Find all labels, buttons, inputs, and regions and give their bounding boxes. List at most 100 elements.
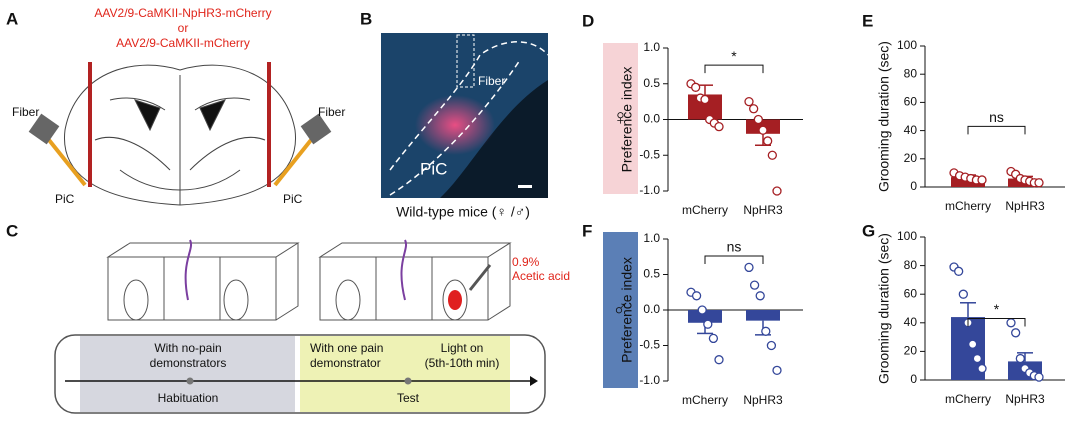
data-point	[1011, 328, 1021, 338]
timeline-arrow	[530, 376, 538, 386]
data-point	[749, 280, 760, 290]
data-point	[972, 353, 982, 364]
virus-label: AAV2/9-CaMKII-NpHR3-mCherry	[94, 6, 271, 20]
y-tick-label: 0.0	[643, 112, 660, 126]
data-point	[763, 136, 773, 146]
y-tick-label: 100	[897, 38, 917, 52]
data-point	[772, 186, 782, 196]
data-point	[977, 363, 987, 374]
y-axis-label: Preference index	[619, 257, 635, 363]
significance-label: ns	[989, 109, 1004, 125]
fiber-connector	[300, 113, 332, 145]
panel-letter: G	[862, 221, 875, 240]
scale-bar	[518, 185, 532, 188]
y-axis-label: Grooming duration (sec)	[876, 233, 892, 384]
phase-name: Test	[397, 391, 420, 405]
fiber-connector	[28, 113, 60, 145]
data-point	[755, 291, 765, 301]
data-point	[700, 94, 710, 105]
fiber-label: Fiber	[478, 74, 505, 88]
y-tick-label: 80	[904, 66, 918, 80]
chamber	[106, 239, 300, 321]
habituation-phase	[80, 336, 295, 412]
y-axis-label: Grooming duration (sec)	[876, 41, 892, 192]
panel-letter: A	[6, 9, 18, 28]
fiber-optic	[267, 62, 271, 187]
panel-letter: B	[360, 9, 372, 28]
x-tick-label: NpHR3	[743, 393, 783, 407]
phase-text: Light on	[441, 341, 484, 355]
fiber-cable	[43, 133, 87, 187]
data-point	[744, 96, 754, 107]
data-point	[753, 114, 763, 125]
fiber-track	[456, 34, 475, 88]
y-tick-label: 80	[904, 258, 918, 272]
virus-label: AAV2/9-CaMKII-mCherry	[116, 36, 250, 50]
x-tick-label: NpHR3	[1005, 199, 1045, 213]
data-point	[691, 291, 702, 301]
data-point	[697, 305, 707, 315]
data-point	[714, 122, 724, 132]
syringe	[468, 264, 492, 291]
test-phase	[300, 336, 510, 412]
y-tick-label: 40	[904, 123, 918, 137]
panel-letter: E	[862, 11, 873, 30]
pic-label: PiC	[283, 192, 303, 206]
region-outline	[389, 41, 549, 171]
data-point	[714, 355, 724, 365]
y-tick-label: 0.5	[643, 76, 660, 90]
data-point	[761, 326, 771, 336]
fiber-optic	[88, 62, 92, 187]
acid-label: Acetic acid	[512, 269, 570, 283]
data-point	[691, 82, 701, 92]
sex-label: ♀	[612, 104, 629, 129]
significance-label: *	[994, 301, 1000, 317]
phase-text: demonstrators	[150, 356, 227, 370]
pain-mouse	[448, 290, 462, 310]
sex-label: ♂	[612, 296, 629, 321]
data-point	[977, 175, 987, 185]
y-tick-label: -1.0	[639, 373, 660, 387]
significance-bracket	[967, 125, 1026, 135]
bar	[688, 310, 722, 323]
y-tick-label: 60	[904, 95, 918, 109]
sex-band	[603, 43, 638, 194]
y-tick-label: 60	[904, 286, 918, 300]
y-tick-label: 0	[910, 179, 917, 193]
phase-text: (5th-10th min)	[425, 356, 500, 370]
y-tick-label: 0.0	[643, 302, 660, 316]
pic-label: PiC	[55, 192, 75, 206]
y-tick-label: 0.5	[643, 267, 660, 281]
y-tick-label: -0.5	[639, 338, 660, 352]
caption: Wild-type mice (♀ /♂)	[396, 204, 530, 220]
data-point	[954, 266, 964, 276]
phase-text: With one pain	[310, 341, 383, 355]
data-point	[749, 104, 759, 114]
x-tick-label: NpHR3	[1005, 392, 1045, 406]
mcherry-signal	[415, 95, 495, 155]
x-tick-label: mCherry	[682, 203, 728, 217]
y-tick-label: 20	[904, 151, 918, 165]
data-point	[968, 339, 978, 349]
region-outline	[389, 59, 521, 196]
significance-bracket	[704, 64, 764, 74]
significance-label: ns	[727, 239, 742, 255]
x-tick-label: mCherry	[945, 392, 991, 406]
timeline-point	[186, 377, 194, 385]
acid-label: 0.9%	[512, 255, 540, 269]
x-tick-label: mCherry	[945, 199, 991, 213]
fiber-label: Fiber	[318, 105, 345, 119]
data-point	[708, 333, 719, 344]
phase-text: With no-pain	[154, 341, 221, 355]
y-tick-label: 1.0	[643, 231, 660, 245]
fiber-cable	[273, 133, 317, 187]
data-point	[767, 150, 777, 160]
data-point	[1034, 178, 1044, 188]
brain-section	[63, 64, 297, 206]
timeline-frame	[54, 334, 546, 414]
fiber-label: Fiber	[12, 105, 39, 119]
panel-letter: D	[582, 11, 594, 30]
data-point	[703, 319, 713, 329]
data-point	[758, 125, 768, 135]
